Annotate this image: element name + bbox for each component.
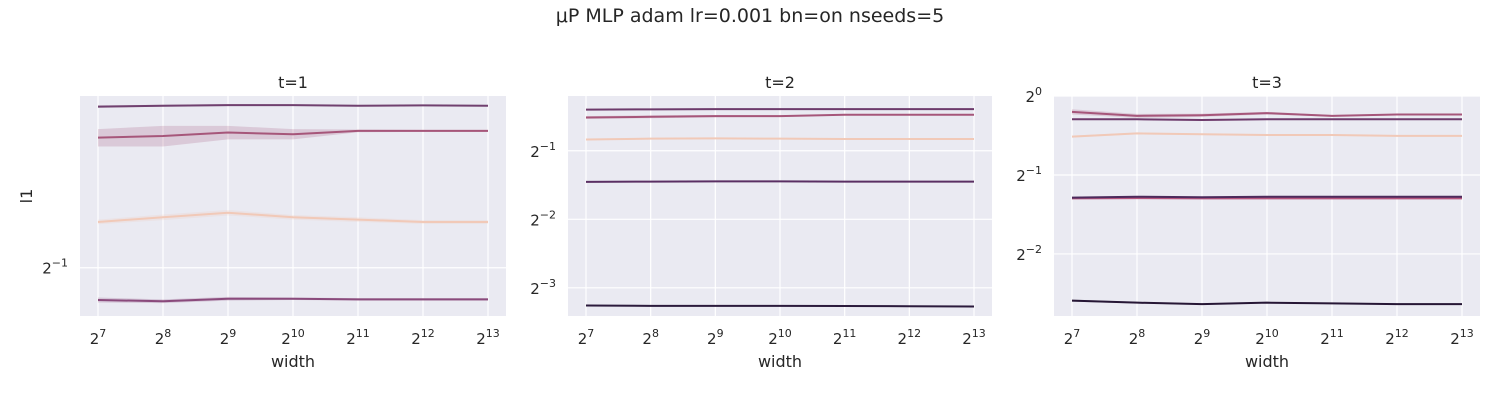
panel-1: 27 28 29 210 211 212 213 2−1 t=1 width l1 <box>17 73 506 371</box>
panel-2: 27 28 29 210 211 212 213 2−1 2−2 2−3 t=2 width <box>530 73 992 371</box>
x-tick-label: 212 <box>1385 327 1409 348</box>
x-tick-label: 28 <box>155 327 172 348</box>
series-line-s3 <box>585 180 974 183</box>
panel-title: t=2 <box>765 73 795 92</box>
y-tick-label: 2−1 <box>42 257 68 278</box>
series-line-s4 <box>585 108 974 111</box>
series-line-s4 <box>97 104 489 108</box>
series-line-s2 <box>585 113 974 119</box>
series-line-s1 <box>1071 132 1462 138</box>
x-tick-label: 29 <box>220 327 237 348</box>
x-tick-label: 211 <box>1320 327 1344 348</box>
series-line-s3 <box>97 297 488 303</box>
series-line-s2 <box>97 129 488 139</box>
x-tick-label: 29 <box>1194 327 1211 348</box>
x-tick-label: 27 <box>578 327 595 348</box>
y-tick-label: 20 <box>1025 85 1042 106</box>
series-line-s1 <box>97 211 488 223</box>
panel-3: 27 28 29 210 211 212 213 20 2−1 2−2 t=3 width <box>1016 73 1480 371</box>
x-axis-label: width <box>1245 352 1289 371</box>
x-tick-label: 210 <box>281 327 305 348</box>
x-tick-label: 29 <box>707 327 724 348</box>
x-tick-label: 210 <box>1255 327 1279 348</box>
panel-title: t=3 <box>1252 73 1282 92</box>
x-tick-label: 28 <box>642 327 659 348</box>
x-axis-label: width <box>271 352 315 371</box>
x-tick-label: 210 <box>768 327 792 348</box>
series-line-s5 <box>1072 118 1462 122</box>
x-tick-label: 211 <box>346 327 370 348</box>
panel-title: t=1 <box>278 73 308 92</box>
figure-title: μP MLP adam lr=0.001 bn=on nseeds=5 <box>555 5 945 27</box>
series-line-s4 <box>1071 195 1462 199</box>
x-tick-label: 212 <box>411 327 435 348</box>
x-tick-label: 213 <box>476 327 500 348</box>
x-tick-label: 213 <box>962 327 986 348</box>
y-tick-label: 2−2 <box>530 208 556 229</box>
x-tick-label: 27 <box>1064 327 1081 348</box>
series-line-s2 <box>1071 110 1462 117</box>
series-line-s1 <box>585 137 974 141</box>
y-axis-label: l1 <box>17 189 36 204</box>
y-tick-label: 2−1 <box>1016 164 1042 185</box>
x-tick-label: 213 <box>1450 327 1474 348</box>
x-tick-label: 28 <box>1129 327 1146 348</box>
x-tick-label: 27 <box>90 327 107 348</box>
y-tick-label: 2−2 <box>1016 243 1042 264</box>
y-tick-label: 2−3 <box>530 277 556 298</box>
series-line-s6 <box>1071 299 1462 306</box>
series-line-s5 <box>585 304 975 308</box>
x-tick-label: 211 <box>833 327 857 348</box>
x-axis-label: width <box>758 352 802 371</box>
x-tick-label: 212 <box>898 327 922 348</box>
y-tick-label: 2−1 <box>530 140 556 161</box>
